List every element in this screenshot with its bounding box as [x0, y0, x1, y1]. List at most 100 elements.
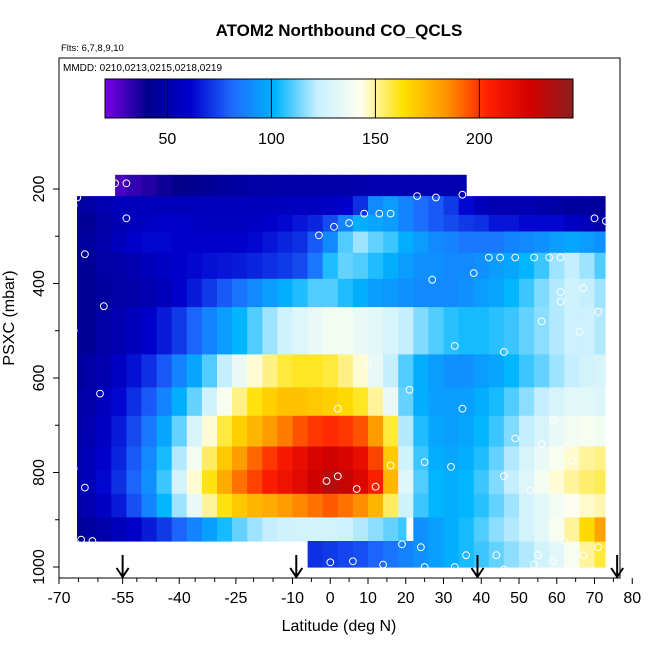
heat-cell — [594, 215, 606, 233]
heat-cell — [307, 215, 324, 233]
heat-cell — [519, 446, 535, 471]
heat-cell — [262, 278, 278, 308]
heat-cell — [201, 307, 218, 355]
measurement-point — [492, 551, 501, 560]
heat-cell — [81, 470, 97, 495]
heat-cell — [247, 415, 263, 448]
heat-cell — [277, 196, 294, 216]
measurement-point — [371, 482, 380, 491]
heat-cell — [564, 252, 580, 280]
heat-cell — [503, 231, 520, 254]
y-tick-label: 200 — [31, 176, 48, 203]
heat-cell — [186, 415, 203, 448]
heat-cell — [232, 517, 248, 542]
heat-cell — [111, 517, 127, 542]
colorbar-tick-label: 100 — [258, 131, 285, 148]
heat-cell — [564, 387, 580, 417]
heat-cell — [111, 446, 127, 471]
heat-cell — [383, 231, 399, 254]
heat-cell — [428, 517, 445, 542]
heat-cell — [156, 196, 173, 216]
heat-cell — [519, 196, 535, 216]
heat-cell — [96, 387, 112, 417]
heat-cell — [111, 493, 127, 518]
heat-cell — [383, 517, 399, 542]
heat-cell — [171, 252, 188, 280]
heat-cell — [443, 174, 460, 197]
heat-cell — [398, 354, 414, 389]
heat-cell — [368, 517, 384, 542]
heat-cell — [579, 196, 596, 216]
heat-cell — [488, 215, 505, 233]
heat-cell — [383, 252, 399, 280]
heat-cell — [564, 307, 580, 355]
heat-cell — [383, 493, 399, 518]
heat-cell — [201, 415, 218, 448]
x-tick-label: 40 — [472, 590, 490, 607]
heat-cell — [171, 415, 188, 448]
x-tick-label: 30 — [435, 590, 453, 607]
heat-cell — [201, 387, 218, 417]
heat-cell — [579, 446, 596, 471]
heat-cell — [443, 446, 460, 471]
flight-arrow — [289, 555, 304, 579]
heat-cell — [201, 354, 218, 389]
measurement-point — [462, 551, 471, 560]
plot-frame — [58, 57, 621, 579]
heat-cell — [383, 196, 399, 216]
heat-cell — [307, 354, 324, 389]
heat-cell — [428, 231, 445, 254]
heat-cell — [322, 174, 339, 197]
heat-cell — [201, 446, 218, 471]
heat-cell — [292, 231, 309, 254]
heat-cell — [503, 196, 520, 216]
heat-cell — [81, 231, 97, 254]
heat-cell — [398, 215, 414, 233]
heat-cell — [126, 231, 143, 254]
heat-cell — [111, 354, 127, 389]
heat-cell — [77, 470, 82, 495]
heat-cell — [186, 252, 203, 280]
measurement-point — [624, 348, 633, 356]
heat-cell — [549, 307, 565, 355]
heat-cell — [368, 196, 384, 216]
heat-cell — [413, 387, 429, 417]
heat-cell — [488, 446, 505, 471]
heat-cell — [96, 215, 112, 233]
heat-cell — [458, 231, 475, 254]
heat-cell — [473, 517, 490, 542]
colorbar-tick-label: 200 — [466, 131, 493, 148]
heat-cell — [77, 517, 82, 542]
heat-cell — [171, 278, 188, 308]
heat-cell — [579, 354, 596, 389]
heat-cell — [428, 470, 445, 495]
heat-cell — [262, 387, 278, 417]
heat-cell — [201, 196, 218, 216]
y-axis-label: PSXC (mbar) — [1, 270, 18, 365]
heat-cell — [337, 278, 354, 308]
heat-cell — [156, 517, 173, 542]
measurement-point — [386, 461, 395, 470]
heat-cell — [232, 307, 248, 355]
heat-cell — [443, 517, 460, 542]
heat-cell — [77, 215, 82, 233]
heat-cell — [307, 231, 324, 254]
heat-cell — [277, 415, 294, 448]
heat-cell — [232, 252, 248, 280]
heat-cell — [458, 174, 467, 197]
heat-cell — [473, 541, 490, 568]
heat-cell — [292, 174, 309, 197]
heat-cell — [534, 493, 550, 518]
heat-cell — [443, 252, 460, 280]
heat-cell — [413, 174, 429, 197]
measurement-point — [609, 304, 618, 313]
heat-cell — [368, 387, 384, 417]
heat-cell — [398, 278, 414, 308]
heat-cell — [549, 541, 565, 568]
heat-cell — [368, 446, 384, 471]
heat-cell — [368, 252, 384, 280]
heat-cell — [217, 354, 233, 389]
heat-cell — [262, 252, 278, 280]
measurement-point — [511, 434, 520, 443]
